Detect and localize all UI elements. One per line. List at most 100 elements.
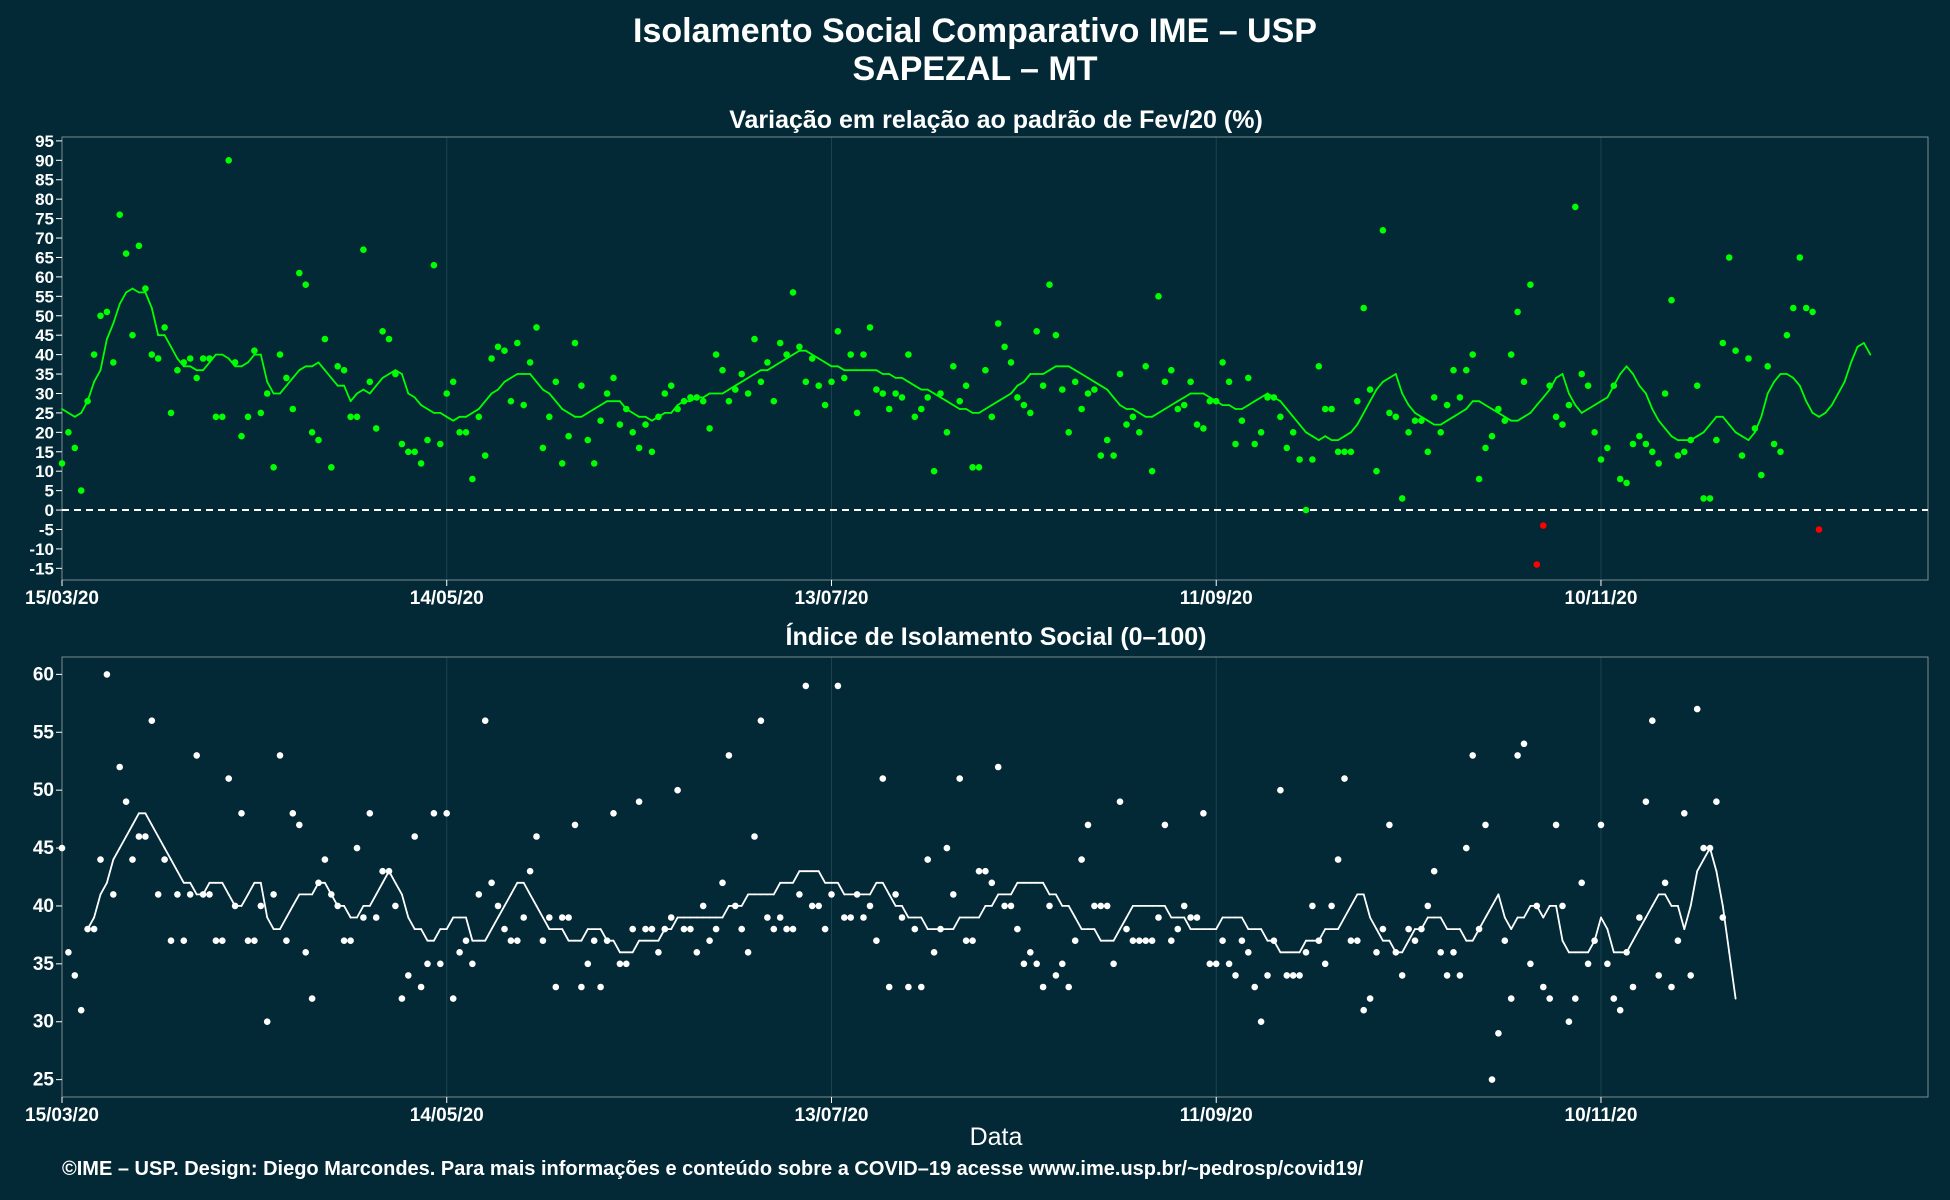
data-point [623,960,630,968]
moving-average-segment [952,404,961,410]
data-point [1116,370,1124,378]
data-point [1136,429,1143,436]
data-point [315,436,322,444]
data-point [956,397,963,405]
data-point [71,972,79,979]
data-point [148,717,156,724]
moving-average-segment [221,881,230,896]
data-point [674,405,681,413]
moving-average-segment [189,881,198,896]
moving-average-segment [125,287,134,294]
data-point [1148,467,1156,475]
moving-average-segment [1619,365,1628,375]
data-point [289,405,297,413]
data-point [180,359,188,366]
moving-average-segment [1042,369,1051,375]
data-point [1206,960,1214,968]
moving-average-segment [1696,431,1705,438]
data-point [206,891,213,898]
moving-average-segment [535,905,544,919]
moving-average-segment [1811,411,1820,418]
moving-average-segment [926,388,935,395]
data-point [372,914,380,921]
data-point [1559,421,1566,428]
moving-average-segment [471,408,480,414]
moving-average-segment [259,881,269,919]
moving-average-segment [881,881,891,896]
moving-average-segment [721,905,730,919]
data-point [1302,949,1310,956]
data-point [1424,448,1432,456]
y-tick-label: 35 [35,365,54,384]
data-point [1001,902,1008,910]
data-point [815,902,822,910]
data-point [1136,937,1143,944]
data-point [1027,949,1034,956]
data-point [103,308,111,316]
moving-average-segment [817,357,826,364]
data-point [616,421,624,428]
moving-average-segment [247,881,256,896]
moving-average-segment [1664,427,1673,438]
data-point [648,448,656,456]
moving-average-segment [1099,384,1109,391]
moving-average-segment [1638,384,1647,395]
data-point [1027,409,1034,417]
moving-average-segment [1067,905,1077,919]
moving-average-segment [837,881,846,896]
moving-average-segment [118,291,127,306]
moving-average-segment [1459,408,1468,414]
data-point [1623,479,1630,487]
data-point [1802,304,1810,312]
data-point [501,347,508,355]
data-point [263,1018,271,1025]
y-tick-label: 95 [35,132,54,151]
data-point [930,467,938,475]
data-point [283,937,290,944]
data-point [481,717,489,724]
moving-average-segment [1253,396,1262,403]
y-tick-label: 30 [33,1012,54,1033]
moving-average-segment [407,916,416,930]
data-point [674,786,681,794]
data-point [1321,960,1329,968]
data-point [764,359,771,366]
moving-average-segment [1285,408,1295,418]
moving-average-segment [1491,408,1500,414]
data-point [776,339,784,347]
data-point [340,937,348,944]
data-point [770,925,778,933]
y-tick-label: 45 [33,838,55,859]
moving-average-segment [67,411,76,418]
data-point [488,879,495,887]
data-point [866,902,874,910]
moving-average-segment [1863,342,1872,356]
moving-average-segment [1478,400,1487,407]
data-point [110,891,117,898]
data-point [289,810,297,817]
moving-average-segment [1728,423,1737,434]
data-point [1411,937,1419,944]
data-point [1405,925,1412,933]
data-point [58,460,66,467]
moving-average-segment [131,287,140,294]
moving-average-segment [1535,396,1545,407]
data-point [847,351,854,358]
moving-average-segment [1369,388,1378,403]
data-point [353,844,361,852]
moving-average-segment [1523,905,1532,919]
data-point [1033,328,1040,335]
data-point [1238,937,1246,944]
moving-average-segment [593,404,602,410]
moving-average-segment [465,916,474,942]
moving-average-segment [150,824,160,838]
data-point [558,914,566,921]
data-point [276,752,284,759]
moving-average-segment [542,388,551,395]
moving-average-segment [875,369,884,375]
data-point [661,390,669,397]
data-point [1277,413,1284,421]
data-point [1123,421,1130,428]
data-point [1418,417,1425,425]
data-point [623,405,630,413]
